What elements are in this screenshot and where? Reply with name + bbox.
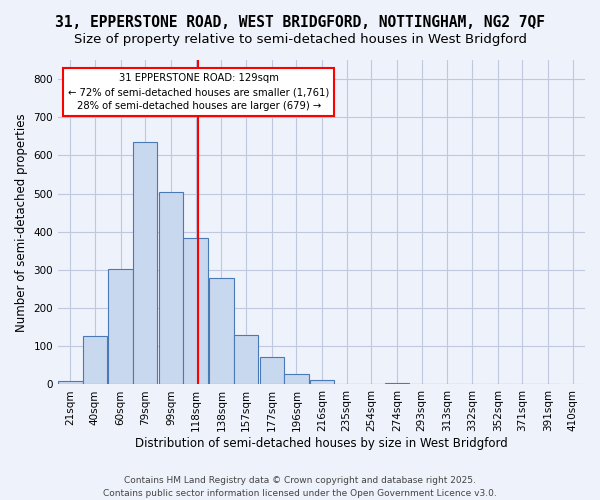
Bar xyxy=(284,374,308,384)
Text: Contains HM Land Registry data © Crown copyright and database right 2025.
Contai: Contains HM Land Registry data © Crown c… xyxy=(103,476,497,498)
Bar xyxy=(83,336,107,384)
Y-axis label: Number of semi-detached properties: Number of semi-detached properties xyxy=(15,113,28,332)
Bar xyxy=(385,382,409,384)
Bar xyxy=(109,269,133,384)
Text: Size of property relative to semi-detached houses in West Bridgford: Size of property relative to semi-detach… xyxy=(74,32,527,46)
Bar xyxy=(209,278,233,384)
Bar xyxy=(184,238,208,384)
Bar xyxy=(310,380,334,384)
Bar xyxy=(159,192,184,384)
Bar xyxy=(58,382,83,384)
Bar xyxy=(233,335,258,384)
X-axis label: Distribution of semi-detached houses by size in West Bridgford: Distribution of semi-detached houses by … xyxy=(135,437,508,450)
Bar xyxy=(260,357,284,384)
Bar xyxy=(133,142,157,384)
Text: 31, EPPERSTONE ROAD, WEST BRIDGFORD, NOTTINGHAM, NG2 7QF: 31, EPPERSTONE ROAD, WEST BRIDGFORD, NOT… xyxy=(55,15,545,30)
Text: 31 EPPERSTONE ROAD: 129sqm
← 72% of semi-detached houses are smaller (1,761)
28%: 31 EPPERSTONE ROAD: 129sqm ← 72% of semi… xyxy=(68,74,329,112)
